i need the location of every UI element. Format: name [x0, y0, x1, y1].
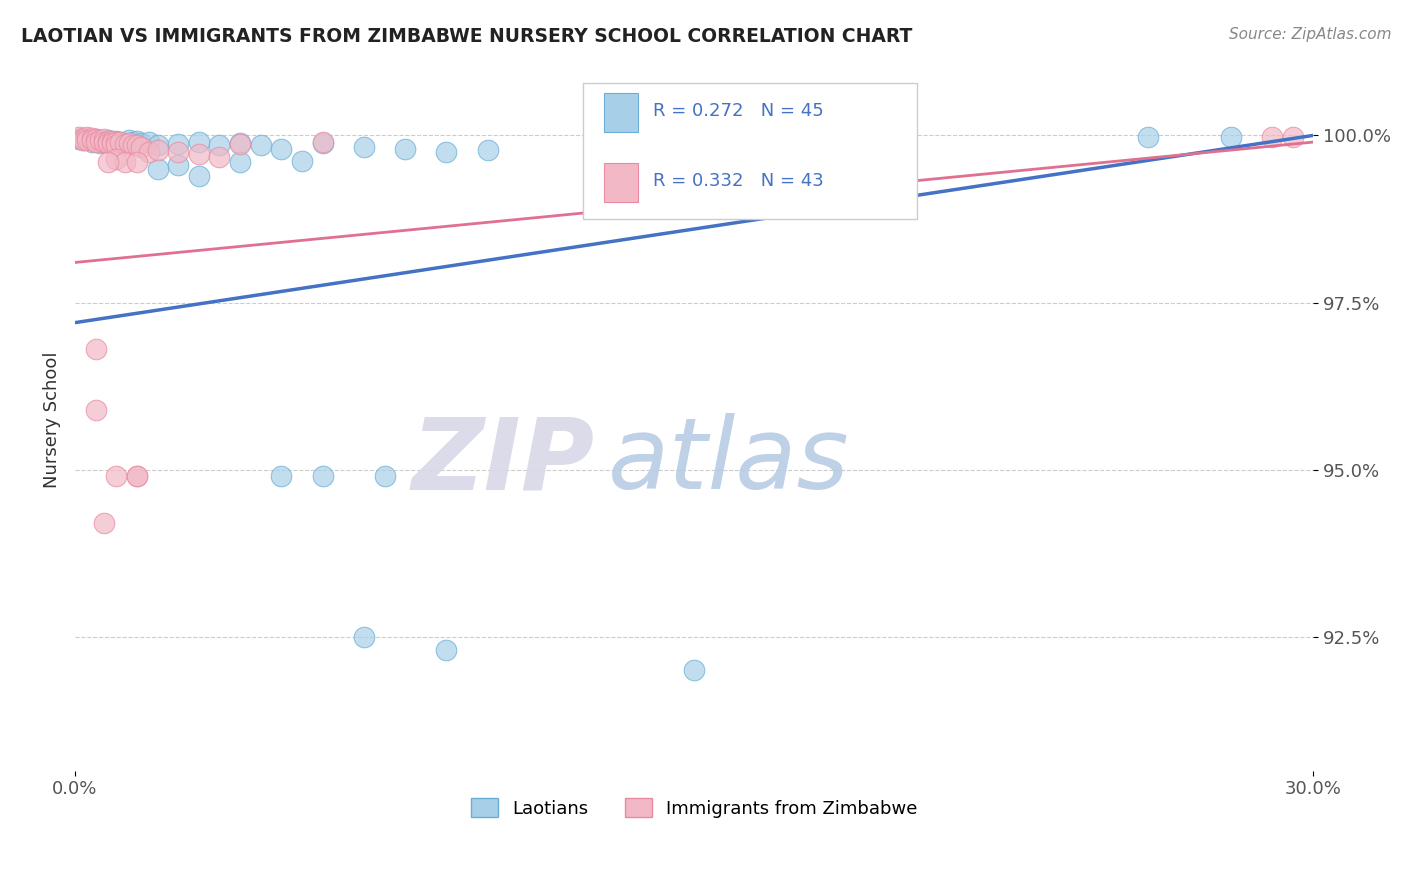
Point [1219, 129, 1241, 144]
Point [1261, 130, 1284, 145]
Point [84, 132, 107, 146]
Point [80, 135, 103, 149]
Point [125, 138, 148, 153]
Point [105, 134, 128, 148]
Point [67, 129, 90, 144]
Point [84, 135, 107, 149]
Text: atlas: atlas [607, 413, 849, 510]
Point [311, 135, 333, 149]
Point [72, 133, 94, 147]
Point [1281, 130, 1303, 145]
Point [89, 133, 111, 147]
Point [229, 155, 252, 169]
Point [97, 136, 120, 151]
Point [80, 133, 103, 147]
Point [125, 155, 148, 169]
Point [125, 469, 148, 483]
Point [89, 134, 111, 148]
Point [249, 138, 271, 153]
Point [118, 136, 141, 151]
Point [436, 145, 458, 160]
Point [187, 135, 209, 149]
Text: LAOTIAN VS IMMIGRANTS FROM ZIMBABWE NURSERY SCHOOL CORRELATION CHART: LAOTIAN VS IMMIGRANTS FROM ZIMBABWE NURS… [21, 27, 912, 45]
Point [146, 161, 169, 176]
Point [76, 130, 98, 145]
Point [229, 137, 252, 152]
Point [105, 135, 128, 149]
Point [101, 136, 124, 151]
Point [138, 135, 160, 149]
Point [167, 159, 190, 173]
Point [291, 153, 314, 168]
FancyBboxPatch shape [582, 83, 917, 219]
Point [84, 134, 107, 148]
Point [683, 664, 706, 678]
Point [80, 131, 103, 145]
Point [76, 133, 98, 147]
FancyBboxPatch shape [603, 163, 638, 202]
Point [84, 402, 107, 417]
Point [72, 133, 94, 147]
Point [138, 145, 160, 160]
Point [84, 343, 107, 357]
Point [97, 155, 120, 169]
Point [477, 143, 499, 157]
Point [167, 137, 190, 152]
Point [97, 133, 120, 147]
Point [229, 136, 252, 151]
Legend: Laotians, Immigrants from Zimbabwe: Laotians, Immigrants from Zimbabwe [464, 791, 925, 825]
Point [146, 143, 169, 157]
Point [187, 147, 209, 161]
Text: Source: ZipAtlas.com: Source: ZipAtlas.com [1229, 27, 1392, 42]
Point [311, 469, 333, 483]
Text: R = 0.332   N = 43: R = 0.332 N = 43 [654, 172, 824, 190]
Point [105, 152, 128, 166]
Y-axis label: Nursery School: Nursery School [44, 351, 60, 488]
Point [89, 136, 111, 151]
Point [93, 135, 115, 149]
Point [114, 155, 136, 169]
Point [167, 145, 190, 160]
Point [436, 643, 458, 657]
Point [118, 133, 141, 147]
Point [208, 150, 231, 164]
Text: R = 0.272   N = 45: R = 0.272 N = 45 [654, 102, 824, 120]
Point [97, 134, 120, 148]
Point [101, 134, 124, 148]
Point [76, 132, 98, 146]
Point [110, 135, 132, 149]
Point [110, 135, 132, 149]
Point [270, 142, 292, 156]
Point [121, 135, 143, 149]
Point [101, 136, 124, 151]
Text: ZIP: ZIP [412, 413, 595, 510]
Point [129, 140, 152, 154]
Point [353, 140, 375, 154]
Point [353, 630, 375, 644]
Point [114, 136, 136, 151]
Point [1137, 129, 1160, 144]
Point [394, 142, 416, 156]
Point [125, 134, 148, 148]
Point [93, 135, 115, 149]
FancyBboxPatch shape [603, 93, 638, 132]
Point [208, 138, 231, 153]
Point [80, 133, 103, 147]
Point [270, 469, 292, 483]
Point [187, 169, 209, 183]
Point [146, 138, 169, 153]
Point [84, 132, 107, 146]
Point [125, 469, 148, 483]
Point [72, 131, 94, 145]
Point [93, 516, 115, 531]
Point [67, 132, 90, 146]
Point [374, 469, 396, 483]
Point [129, 136, 152, 151]
Point [121, 138, 143, 153]
Point [311, 136, 333, 151]
Point [105, 138, 128, 153]
Point [93, 132, 115, 146]
Point [105, 469, 128, 483]
Point [114, 137, 136, 152]
